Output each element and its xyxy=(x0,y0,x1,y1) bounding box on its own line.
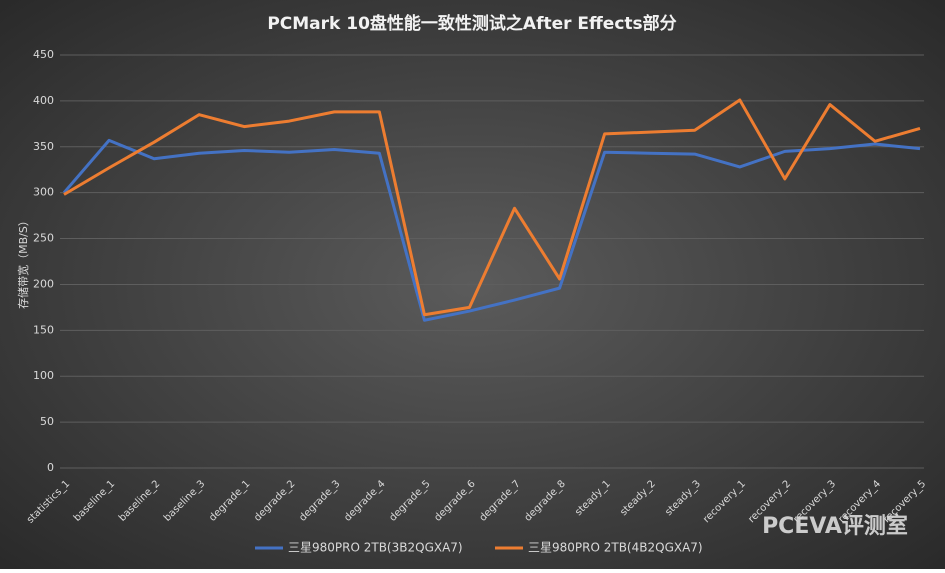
y-axis-label: 存储带宽（MB/S） xyxy=(16,215,30,309)
y-tick-label: 150 xyxy=(33,323,54,336)
y-tick-label: 100 xyxy=(33,369,54,382)
y-tick-label: 350 xyxy=(33,140,54,153)
y-tick-label: 300 xyxy=(33,186,54,199)
y-tick-label: 400 xyxy=(33,94,54,107)
y-tick-label: 50 xyxy=(40,415,54,428)
watermark: PCEVA评测室 xyxy=(762,513,908,539)
y-tick-label: 450 xyxy=(33,48,54,61)
y-tick-label: 250 xyxy=(33,232,54,245)
legend-label: 三星980PRO 2TB(3B2QGXA7) xyxy=(288,541,463,555)
series-line xyxy=(62,138,921,322)
y-tick-label: 200 xyxy=(33,277,54,290)
y-tick-label: 0 xyxy=(47,461,54,474)
series-line xyxy=(63,98,921,317)
legend-label: 三星980PRO 2TB(4B2QGXA7) xyxy=(528,541,703,555)
chart-title: PCMark 10盘性能一致性测试之After Effects部分 xyxy=(267,13,676,34)
